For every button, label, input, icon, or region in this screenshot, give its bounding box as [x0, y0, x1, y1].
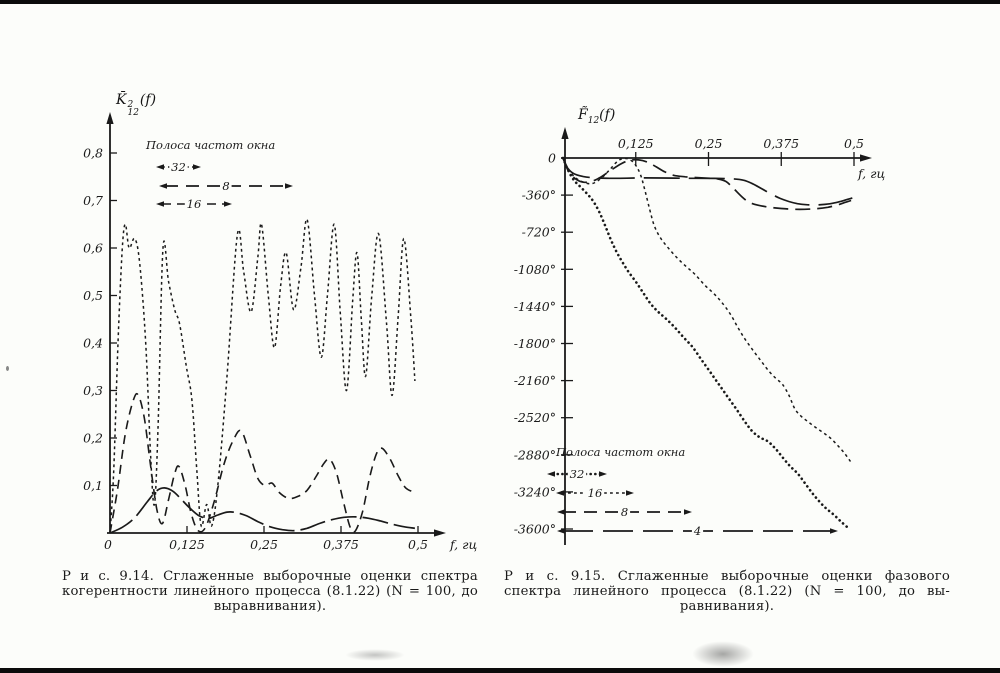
legend-label: 4	[693, 524, 701, 538]
legend-label: 32	[171, 160, 186, 174]
tick-label: 0,1	[83, 478, 103, 493]
scan-border-bottom	[0, 668, 1000, 673]
figure-9-14-caption: Р и с. 9.14. Сглаженные выборочные оценк…	[62, 569, 478, 614]
tick-label: -2520°	[514, 410, 556, 425]
arrowhead	[547, 471, 555, 477]
ylabel-arg: (f)	[599, 107, 616, 123]
arrowhead	[557, 528, 565, 534]
arrowhead	[159, 183, 167, 189]
legend-entry-4: 4	[557, 524, 838, 538]
series-8	[109, 487, 416, 534]
tick-label: 0,5	[844, 136, 864, 151]
caption-line: равнивания).	[679, 599, 775, 614]
phase-chart: 0 -360° -720° -1080° -1440° -1800° -2160° -2520…	[514, 127, 885, 545]
legend-title: Полоса частот окна	[555, 445, 685, 459]
series-32	[561, 156, 850, 530]
legend-entry-16: 16	[156, 197, 232, 211]
arrowhead	[156, 201, 164, 207]
tick-label: -1800°	[514, 336, 556, 351]
tick-label: 0,4	[83, 336, 103, 351]
ylabel-base: F̃	[578, 107, 588, 123]
arrowhead	[156, 164, 164, 170]
tick-label: 0,25	[250, 537, 278, 552]
tick-label: 0,375	[763, 136, 799, 151]
tick-label: 0,2	[83, 431, 103, 446]
legend-label: 32	[570, 467, 585, 481]
scan-border-top	[0, 0, 1000, 4]
tick-label: -2160°	[514, 373, 556, 388]
ylabel-sub: 12	[587, 115, 600, 126]
coherence-y-axis-label: K̄ 2 12 (f)	[116, 92, 157, 118]
legend-entry-32: 32	[547, 467, 607, 481]
legend-label: 8	[621, 505, 628, 519]
tick-label: 0,375	[323, 537, 359, 552]
caption-line: Р и с. 9.14. Сглаженные выборочные оценк…	[62, 569, 478, 584]
caption-line: Р и с. 9.15. Сглаженные выборочные оценк…	[504, 569, 950, 584]
caption-line: спектра линейного процесса (8.1.22) (N =…	[504, 584, 950, 599]
arrowhead	[106, 112, 114, 124]
phase-y-axis-label: F̃12(f)	[578, 107, 615, 126]
series-8	[562, 157, 852, 211]
arrowhead	[285, 183, 293, 189]
caption-line: когерентности линейного процесса (8.1.22…	[62, 584, 478, 599]
tick-label: 0,125	[169, 537, 205, 552]
arrowhead	[626, 490, 634, 496]
tick-label: 0,125	[618, 136, 654, 151]
series-16	[562, 157, 852, 462]
tick-label: 0,5	[408, 537, 428, 552]
x-axis-label: f, гц	[449, 537, 477, 552]
series-32	[109, 218, 416, 534]
tick-label: 0,7	[83, 193, 103, 208]
tick-label: -360°	[522, 188, 556, 203]
tick-label: 0	[548, 151, 556, 166]
caption-line: выравнивания).	[213, 599, 327, 614]
legend-entry-32: 32	[156, 160, 201, 174]
legend-entry-8: 8	[159, 179, 293, 193]
tick-label: -1080°	[514, 262, 556, 277]
arrowhead	[224, 201, 232, 207]
legend-title: Полоса частот окна	[145, 138, 275, 152]
ylabel-base: K̄	[116, 92, 127, 108]
legend-entry-16: 16	[556, 486, 634, 500]
tick-label: -720°	[522, 225, 556, 240]
arrowhead	[561, 127, 569, 139]
legend-label: 16	[187, 197, 202, 211]
ylabel-arg: (f)	[139, 92, 157, 108]
series-16	[109, 392, 416, 534]
scan-speck	[6, 366, 9, 371]
ylabel-indices: 2 12	[127, 100, 139, 118]
arrowhead	[860, 154, 872, 162]
tick-label: 0,3	[83, 383, 103, 398]
series-4	[562, 157, 853, 206]
coherence-chart: 0,1 0,2 0,3 0,4 0,5 0,6 0,7 0,8 0 0,125 0,25 0,375 0…	[83, 112, 477, 552]
tick-label: -2880°	[514, 447, 556, 462]
tick-label: -1440°	[514, 299, 556, 314]
tick-label: -3240°	[514, 484, 556, 499]
tick-label: 0,6	[83, 241, 103, 256]
arrowhead	[830, 528, 838, 534]
arrowhead	[684, 509, 692, 515]
tick-label: 0,5	[83, 288, 103, 303]
legend-label: 16	[588, 486, 603, 500]
figure-9-15-caption: Р и с. 9.15. Сглаженные выборочные оценк…	[504, 569, 950, 614]
tick-label: 0,8	[83, 146, 103, 161]
legend-label: 8	[222, 179, 229, 193]
x-axis-label: f, гц	[857, 166, 885, 181]
arrowhead	[556, 490, 564, 496]
tick-label: 0,25	[695, 136, 723, 151]
arrowhead	[557, 509, 565, 515]
tick-label: -3600°	[514, 522, 556, 537]
arrowhead	[193, 164, 201, 170]
tick-label: 0	[104, 537, 112, 552]
arrowhead	[599, 471, 607, 477]
legend-entry-8: 8	[557, 505, 692, 519]
arrowhead	[434, 529, 446, 537]
